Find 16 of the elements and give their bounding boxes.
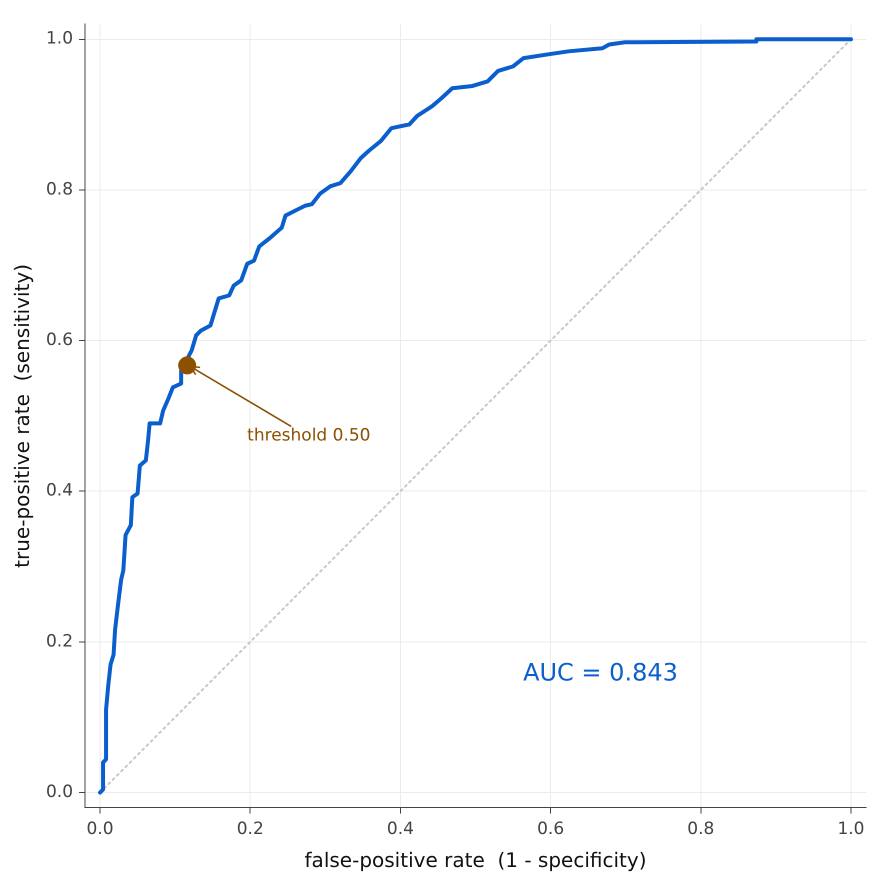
annotation: threshold 0.50	[247, 425, 370, 446]
y-tick-label: 0.0	[46, 782, 74, 802]
y-axis-title: true-positive rate (sensitivity)	[10, 264, 34, 568]
x-tick-label: 0.6	[537, 819, 564, 840]
y-tick-label: 0.6	[46, 330, 74, 350]
x-tick-label: 0.8	[687, 819, 714, 840]
x-tick-label: 1.0	[837, 819, 865, 840]
y-tick-label: 1.0	[46, 28, 74, 49]
x-tick-label: 0.2	[236, 819, 264, 840]
x-tick-label: 0.0	[86, 819, 114, 840]
x-tick-label: 0.4	[386, 819, 414, 840]
y-tick-label: 0.4	[46, 480, 74, 501]
x-axis-title: false-positive rate (1 - specificity)	[304, 848, 647, 872]
annotation: AUC = 0.843	[523, 658, 678, 687]
y-tick-label: 0.2	[46, 631, 74, 652]
y-tick-label: 0.8	[46, 179, 74, 200]
